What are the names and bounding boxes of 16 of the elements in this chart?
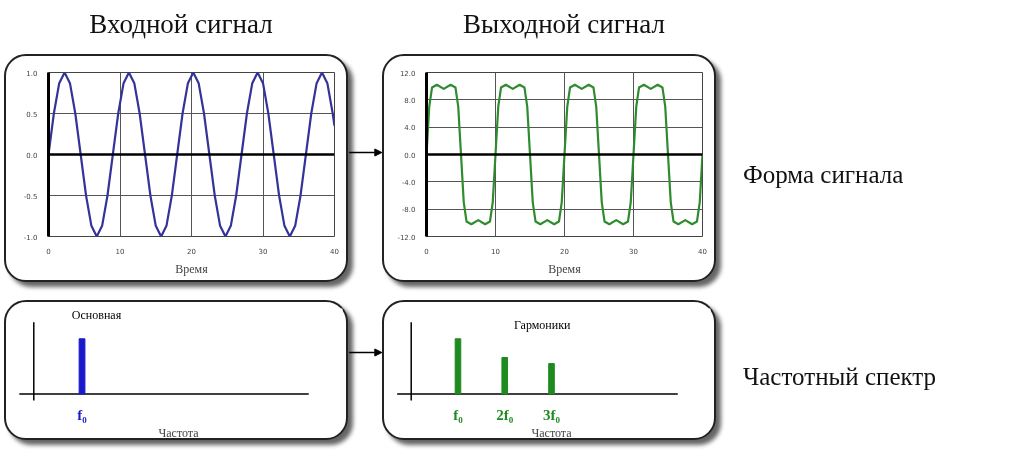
x-tick-label: 2f₀ — [496, 406, 514, 423]
x-tick-label: f₀ — [77, 406, 88, 423]
text: Частотный спектр — [743, 362, 937, 392]
chart-title: Выходной сигнал — [463, 8, 665, 41]
text: Форма сигнала — [743, 160, 904, 190]
chart-title: Входной сигнал — [89, 8, 273, 41]
x-axis-title: Время — [175, 261, 209, 276]
x-tick-label: f₀ — [453, 406, 464, 423]
x-axis-title: Частота — [158, 425, 200, 440]
x-axis-title: Частота — [531, 425, 573, 440]
text: Гармоники — [513, 318, 571, 333]
text: Основная — [71, 308, 122, 323]
x-axis-title: Время — [548, 261, 582, 276]
x-tick-label: 3f₀ — [543, 406, 561, 423]
line-series — [48, 72, 335, 237]
line-series — [426, 83, 703, 226]
